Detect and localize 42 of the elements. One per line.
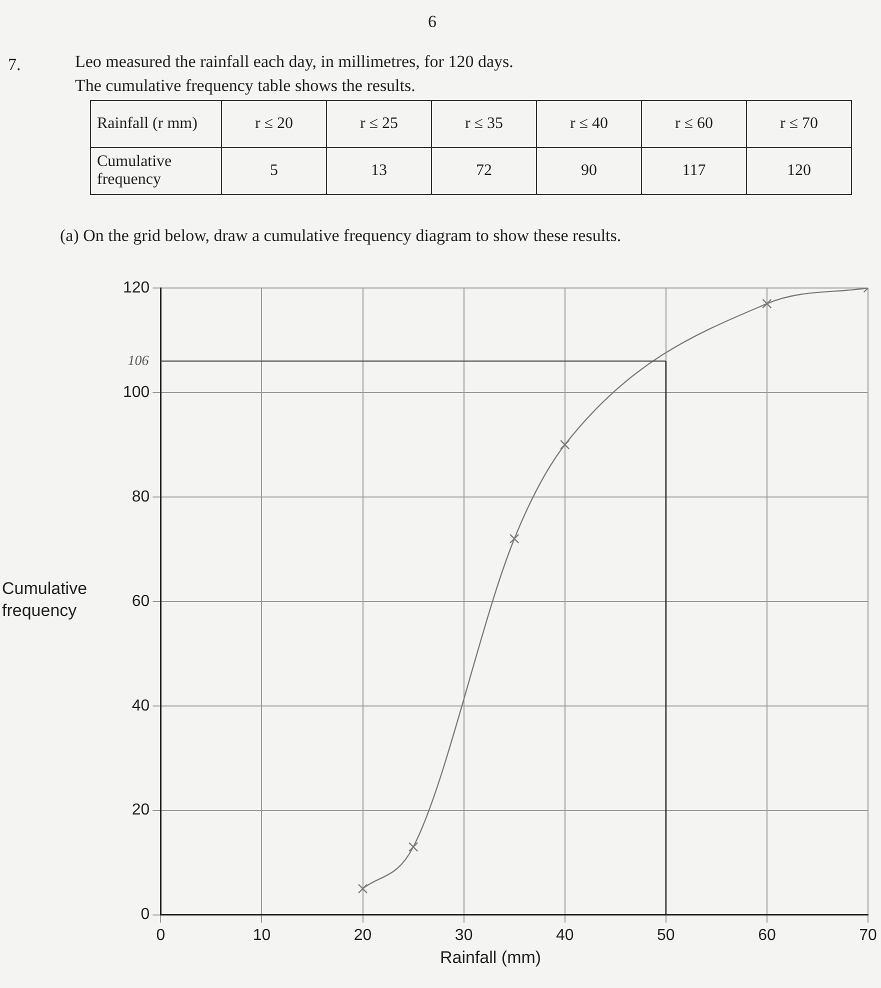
chart-title: (a) On the grid below, draw a cumulative frequency diagram to show these results. bbox=[60, 226, 622, 246]
text: 90 bbox=[536, 148, 642, 194]
point bbox=[358, 884, 368, 894]
x-tick-label: 60 bbox=[758, 926, 776, 944]
text: Leo measured the rainfall each day, in millimetres, for 120 days. bbox=[75, 52, 514, 72]
x-tick-label: 10 bbox=[252, 926, 271, 944]
y-tick-label: 0 bbox=[140, 906, 150, 924]
point bbox=[560, 440, 570, 450]
ref-line-label: 106 bbox=[128, 354, 149, 369]
text: Cumulative frequency bbox=[90, 148, 222, 194]
x-tick-label: 70 bbox=[859, 926, 877, 944]
x-axis-title: Rainfall (mm) bbox=[440, 948, 542, 968]
text: 6 bbox=[428, 12, 436, 32]
point bbox=[762, 298, 772, 309]
x-tick-label: 30 bbox=[454, 926, 473, 944]
text: r ≤ 70 bbox=[746, 100, 852, 148]
text: 13 bbox=[326, 148, 432, 194]
y-tick-label: 80 bbox=[132, 488, 150, 506]
y-tick-label: 120 bbox=[122, 279, 150, 296]
text: r ≤ 25 bbox=[326, 100, 432, 148]
text: 7. bbox=[8, 55, 21, 75]
x-tick-label: 20 bbox=[354, 926, 372, 944]
text: r ≤ 40 bbox=[536, 100, 642, 148]
y-tick-label: 60 bbox=[132, 592, 150, 610]
text: 120 bbox=[746, 148, 852, 194]
text: 72 bbox=[432, 148, 536, 194]
x-tick-label: 0 bbox=[156, 926, 166, 944]
text: Rainfall (r mm) bbox=[90, 100, 222, 148]
text: The cumulative frequency table shows the results. bbox=[75, 76, 416, 96]
y-axis-title: Cumulative frequency bbox=[2, 578, 88, 622]
text: 117 bbox=[642, 148, 746, 194]
x-tick-label: 50 bbox=[657, 926, 675, 944]
y-tick-label: 20 bbox=[132, 802, 150, 819]
text: 5 bbox=[222, 148, 326, 194]
point bbox=[510, 534, 520, 544]
y-tick-label: 40 bbox=[132, 697, 150, 714]
point bbox=[408, 842, 418, 852]
text: r ≤ 20 bbox=[222, 100, 326, 148]
x-tick-label: 40 bbox=[556, 926, 574, 944]
text: r ≤ 60 bbox=[642, 100, 746, 148]
y-tick-label: 100 bbox=[122, 384, 150, 401]
text: r ≤ 35 bbox=[432, 100, 536, 148]
